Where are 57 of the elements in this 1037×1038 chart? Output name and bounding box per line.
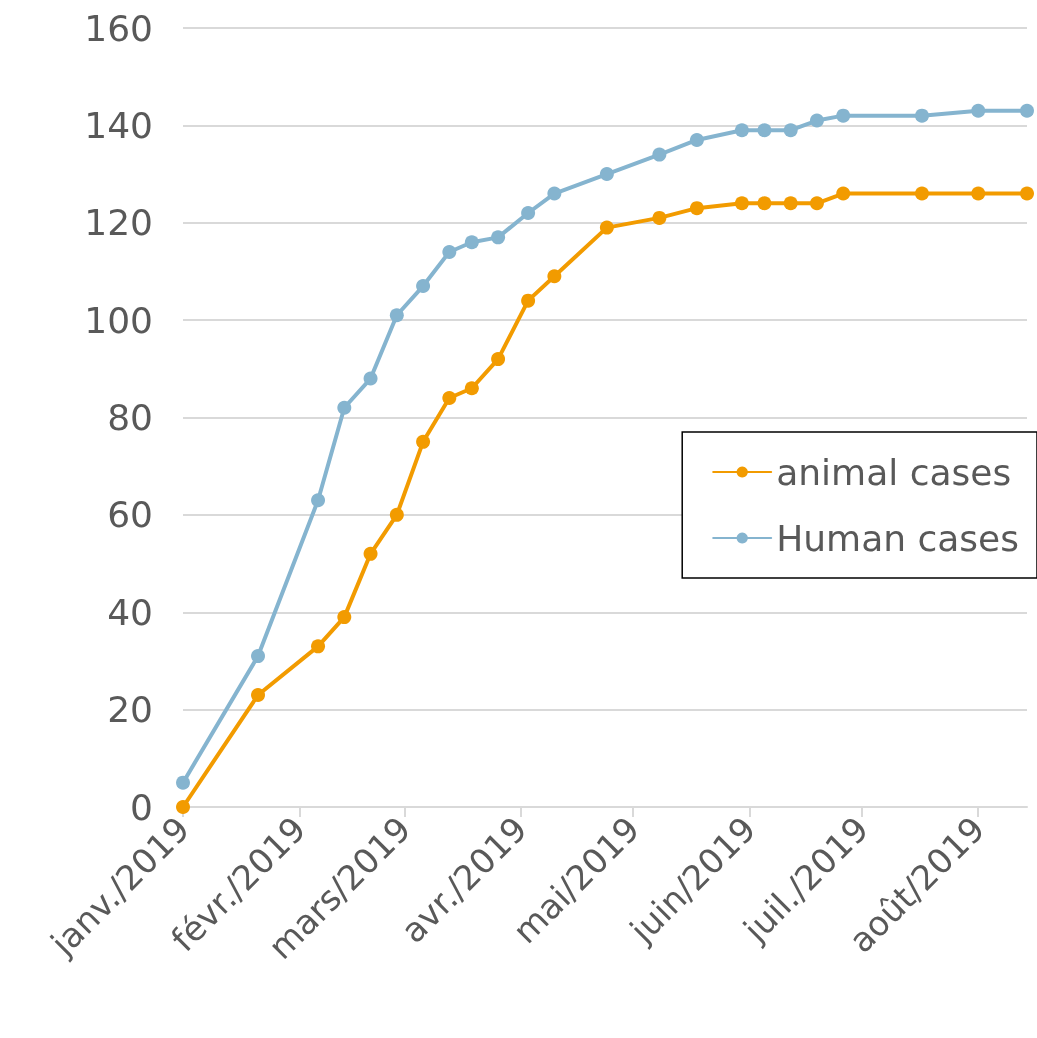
point: [363, 546, 378, 561]
point: [389, 308, 404, 323]
point: [809, 196, 824, 211]
y-tick-label: 20: [107, 689, 153, 731]
y-tick-label: 140: [84, 104, 153, 146]
point: [251, 649, 266, 664]
point: [1020, 103, 1034, 118]
y-tick-label: 160: [84, 7, 153, 49]
point: [971, 103, 986, 118]
point: [914, 186, 929, 201]
point: [389, 507, 404, 522]
y-tick-label: 60: [107, 494, 153, 536]
point: [809, 113, 824, 128]
y-tick-label: 120: [84, 202, 153, 244]
point: [176, 775, 190, 790]
point: [757, 123, 772, 138]
point: [521, 206, 536, 221]
point: [416, 279, 431, 294]
point: [464, 381, 479, 396]
point: [783, 123, 798, 138]
point: [734, 123, 749, 138]
point: [337, 610, 352, 625]
point: [491, 352, 506, 367]
y-tick-label: 80: [107, 397, 153, 438]
point: [836, 186, 851, 201]
point: [1020, 186, 1034, 201]
point: [652, 210, 667, 225]
point: [971, 186, 986, 201]
point: [914, 108, 929, 123]
point: [442, 391, 457, 406]
y-tick-label: 40: [107, 591, 153, 633]
point: [757, 196, 772, 211]
point: [176, 800, 190, 814]
point: [547, 269, 562, 284]
point: [689, 201, 704, 216]
point: [442, 244, 457, 259]
point: [363, 371, 378, 386]
point: [491, 230, 506, 245]
point: [521, 293, 536, 308]
legend-label: animal cases: [776, 451, 1012, 493]
point: [652, 147, 667, 162]
point: [416, 434, 431, 449]
point: [311, 493, 326, 508]
point: [547, 186, 562, 201]
y-tick-label: 100: [84, 299, 153, 341]
point: [599, 167, 614, 182]
point: [836, 108, 851, 123]
point: [251, 688, 266, 703]
point: [337, 400, 352, 415]
y-tick-label: 0: [130, 786, 153, 828]
point: [783, 196, 798, 211]
point: [311, 639, 326, 654]
point: [734, 196, 749, 211]
point: [599, 220, 614, 235]
point: [689, 132, 704, 147]
legend-label: Human cases: [776, 517, 1020, 559]
point: [464, 235, 479, 250]
